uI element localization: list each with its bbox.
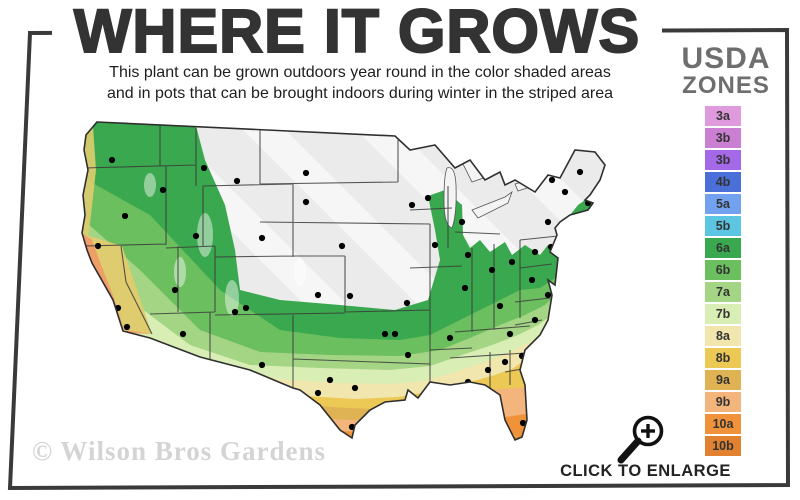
city-dot: [171, 286, 179, 294]
page-title: WHERE IT GROWS: [73, 0, 641, 66]
click-to-enlarge-label[interactable]: CLICK TO ENLARGE: [560, 462, 731, 480]
city-dot: [192, 232, 200, 240]
city-dot: [403, 299, 411, 307]
city-dot: [408, 201, 416, 209]
state-borders: [82, 126, 559, 400]
usda-zone-color-scale: 3a 3b 3b 4b 5a 5b 6a 6b 7a 7b 8a 8b 9a 9b 10a 10b: [705, 106, 741, 458]
city-dot: [94, 242, 102, 250]
california-valley-band: [86, 235, 152, 334]
city-dot: [436, 384, 444, 392]
city-dot: [544, 218, 552, 226]
city-dot: [484, 366, 492, 374]
city-dot: [446, 334, 454, 342]
city-dot: [179, 330, 187, 338]
city-dot: [576, 168, 584, 176]
city-dot: [461, 284, 469, 292]
city-dot: [531, 248, 539, 256]
city-dot: [302, 169, 310, 177]
zone-chip-5b: 5b: [705, 216, 741, 236]
city-dot: [548, 176, 556, 184]
zone-chip-6b: 6b: [705, 260, 741, 280]
zone-chip-4b: 4b: [705, 172, 741, 192]
city-dot: [506, 330, 514, 338]
title-band: WHERE IT GROWS: [52, 0, 662, 66]
city-dot: [371, 412, 379, 420]
mountain-mottling: [144, 173, 306, 316]
zone-chip-6a: 6a: [705, 238, 741, 258]
zone-chip-3b: 3b: [705, 150, 741, 170]
map-zone-shading: [82, 122, 605, 440]
zone-chip-10a: 10a: [705, 414, 741, 434]
city-dot: [544, 291, 552, 299]
legend-title-zones: ZONES: [682, 72, 770, 99]
city-dot: [561, 188, 569, 196]
city-dot: [531, 316, 539, 324]
watermark: © Wilson Bros Gardens: [32, 436, 326, 466]
city-dot: [391, 330, 399, 338]
city-dot: [424, 194, 432, 202]
zone-chip-8a: 8a: [705, 326, 741, 346]
subtitle: This plant can be grown outdoors year ro…: [30, 62, 690, 104]
legend-title-usda: USDA: [681, 42, 771, 75]
city-dot: [508, 258, 516, 266]
city-dot: [338, 242, 346, 250]
us-outline: [81, 121, 606, 442]
city-dot: [159, 186, 167, 194]
city-dot: [108, 156, 116, 164]
zone-chip-3b: 3b: [705, 128, 741, 148]
zone-chip-3a: 3a: [705, 106, 741, 126]
city-dot: [464, 251, 472, 259]
zone-chip-9b: 9b: [705, 392, 741, 412]
city-dot: [314, 291, 322, 299]
zone-chip-10b: 10b: [705, 436, 741, 456]
city-dot: [488, 266, 496, 274]
city-dot: [431, 241, 439, 249]
city-dot: [346, 292, 354, 300]
subtitle-line-1: This plant can be grown outdoors year ro…: [109, 64, 611, 81]
zone-chip-7b: 7b: [705, 304, 741, 324]
city-dot: [231, 308, 239, 316]
city-dot: [242, 304, 250, 312]
city-dot: [314, 389, 322, 397]
city-dot: [381, 330, 389, 338]
subtitle-line-2: and in pots that can be brought indoors …: [106, 85, 614, 103]
city-dot: [233, 177, 241, 185]
usda-zones-legend-header: USDA ZONES: [664, 44, 788, 98]
zone-chip-9a: 9a: [705, 370, 741, 390]
city-dot: [501, 358, 509, 366]
city-dot: [258, 234, 266, 242]
city-dot: [200, 164, 208, 172]
city-dot: [302, 198, 310, 206]
zone-chip-5a: 5a: [705, 194, 741, 214]
city-dot: [536, 341, 544, 349]
city-dot: [519, 419, 527, 427]
zone-chip-8b: 8b: [705, 348, 741, 368]
city-dot: [528, 276, 536, 284]
zone-chip-7a: 7a: [705, 282, 741, 302]
city-dot: [404, 351, 412, 359]
city-dot: [258, 361, 266, 369]
city-dot: [351, 384, 359, 392]
city-dot: [326, 376, 334, 384]
city-dot: [123, 323, 131, 331]
city-dot: [458, 218, 466, 226]
city-dot: [496, 302, 504, 310]
magnifier-plus-icon[interactable]: [600, 405, 690, 465]
city-dot: [121, 212, 129, 220]
